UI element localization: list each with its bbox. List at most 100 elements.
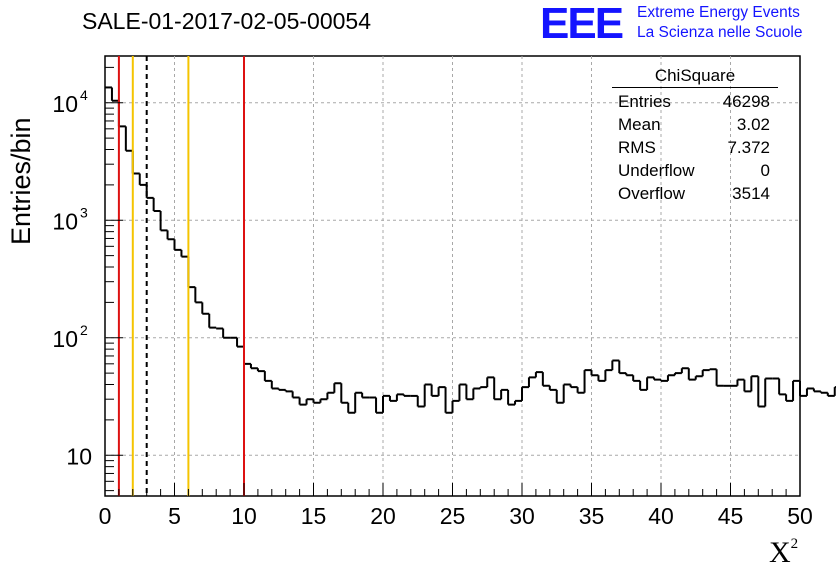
- histogram-bin: [298, 397, 307, 406]
- x-tick-label: 20: [370, 503, 396, 529]
- histogram-bin: [437, 386, 446, 396]
- histogram-bin: [152, 197, 161, 212]
- histogram-bin: [562, 383, 571, 403]
- histogram-bin: [701, 369, 710, 377]
- histogram-bin: [319, 398, 328, 403]
- histogram-bin: [201, 302, 210, 315]
- logo-line-2: La Scienza nelle Scuole: [637, 24, 803, 41]
- axis-ticks: [104, 66, 801, 496]
- x-tick-label: 15: [301, 503, 327, 529]
- histogram-bin: [326, 391, 335, 400]
- histogram-bin: [673, 372, 682, 376]
- x-tick-labels: 0 5 10 15 20 25 30 35 40 45 50: [99, 503, 813, 529]
- stats-title: ChiSquare: [612, 66, 778, 88]
- histogram-bin: [166, 230, 175, 241]
- chart-title: SALE-01-2017-02-05-00054: [82, 8, 371, 34]
- histogram-bin: [117, 100, 126, 128]
- histogram-bin: [291, 391, 300, 399]
- histogram-bin: [263, 371, 272, 382]
- histogram-bin: [514, 399, 522, 405]
- y-axis-label: Entries/bin: [6, 117, 36, 245]
- x-tick-label: 35: [579, 503, 605, 529]
- histogram-bin: [736, 378, 745, 386]
- x-tick-label: 0: [99, 503, 112, 529]
- stats-row: Entries 46298: [618, 92, 770, 111]
- histogram-bin: [249, 363, 258, 370]
- histogram-bin: [180, 249, 189, 258]
- stats-row: Mean 3.02: [618, 115, 770, 134]
- histogram-bin: [451, 399, 460, 413]
- histogram-bin: [208, 313, 217, 329]
- stats-row: RMS 7.372: [618, 138, 770, 157]
- histogram-bin: [750, 375, 759, 392]
- histogram-bin: [486, 376, 495, 388]
- y-tick-label: 10: [52, 91, 78, 117]
- histogram-bin: [826, 392, 835, 397]
- stats-row: Overflow 3514: [618, 184, 770, 203]
- histogram-bin: [312, 399, 321, 404]
- x-tick-label: 30: [509, 503, 535, 529]
- histogram-bin: [687, 368, 696, 381]
- histogram-bin: [618, 360, 627, 375]
- histogram-bin: [305, 398, 314, 405]
- histogram-bin: [812, 388, 821, 393]
- histogram-bin: [479, 386, 488, 389]
- histogram-bin: [159, 210, 168, 232]
- y-tick-label-exponent: 2: [80, 322, 88, 338]
- histogram-bin: [541, 372, 550, 387]
- histogram-bin: [382, 394, 390, 413]
- histogram-bin: [583, 369, 592, 393]
- histogram-bin: [194, 287, 203, 304]
- marker-lines: [117, 56, 245, 496]
- histogram-bin: [805, 387, 814, 396]
- x-tick-label: 40: [648, 503, 674, 529]
- histogram-bin: [548, 385, 557, 391]
- y-tick-label-exponent: 4: [80, 87, 88, 103]
- histogram-bin: [569, 384, 578, 389]
- histogram-bin: [666, 374, 675, 381]
- histogram-bin: [708, 368, 717, 371]
- histogram-bin: [340, 383, 349, 404]
- histogram-bin: [333, 382, 342, 393]
- histogram-bin: [785, 394, 794, 402]
- histogram-bin: [472, 387, 481, 400]
- histogram-bin: [222, 328, 231, 339]
- histogram-bin: [819, 391, 828, 394]
- histogram-bin: [375, 397, 383, 414]
- histogram-bin: [555, 389, 564, 404]
- histogram-bin: [715, 369, 724, 387]
- y-tick-label: 10: [66, 443, 92, 469]
- y-tick-label: 10: [52, 208, 78, 234]
- histogram-bin: [124, 126, 133, 152]
- histogram-bin: [458, 383, 467, 401]
- histogram-bin: [792, 379, 800, 401]
- histogram-bin: [270, 380, 279, 390]
- histogram-bin: [604, 369, 613, 381]
- x-tick-label: 50: [787, 503, 813, 529]
- stats-row: Underflow 0: [618, 161, 770, 180]
- histogram-bin: [277, 388, 286, 391]
- histogram-bin: [215, 327, 224, 330]
- histogram-bin: [799, 380, 807, 397]
- histogram-bin: [395, 393, 404, 401]
- histogram-bin: [388, 395, 397, 402]
- histogram-bin: [236, 337, 244, 348]
- y-tick-label: 10: [52, 326, 78, 352]
- x-axis-label: X2: [769, 536, 799, 569]
- histogram-bin: [354, 391, 363, 413]
- histogram-bin: [632, 375, 641, 382]
- histogram-bin: [145, 184, 154, 199]
- histogram-bin: [576, 387, 585, 394]
- histogram-bin: [347, 402, 356, 414]
- histogram-bin: [423, 383, 432, 407]
- histogram-bin: [590, 370, 599, 377]
- histogram-bin: [173, 239, 182, 251]
- x-tick-label: 45: [718, 503, 744, 529]
- histogram-bin: [680, 367, 689, 374]
- histogram-bin: [110, 87, 119, 102]
- histogram-bin: [131, 150, 140, 175]
- histogram-bin: [757, 376, 766, 408]
- histogram-bin: [743, 379, 752, 393]
